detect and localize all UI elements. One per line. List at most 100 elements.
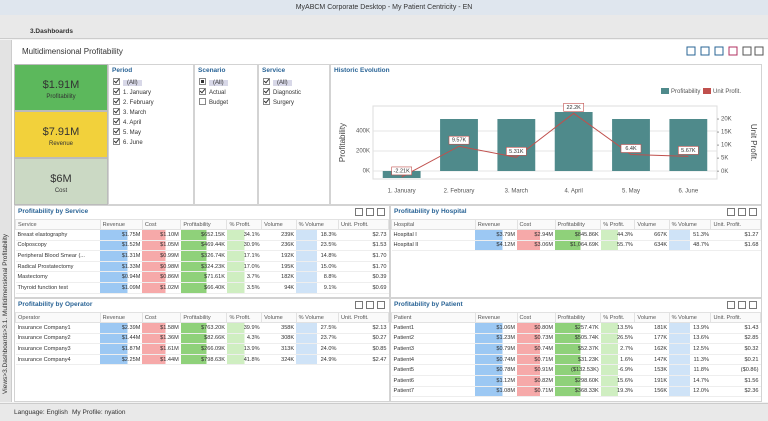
- table-cell: $66.40K: [180, 282, 227, 294]
- filter-item-label: Diagnostic: [273, 90, 302, 96]
- table-cell: $0.91M: [517, 364, 556, 376]
- column-header[interactable]: Profitability: [554, 219, 602, 230]
- filter-item-label: (All): [209, 80, 228, 86]
- column-header[interactable]: % Volume: [668, 312, 712, 323]
- data-table: Patient Revenue Cost Profitability% Profit.…: [391, 312, 761, 398]
- filter-button[interactable]: [738, 208, 746, 216]
- filter-item[interactable]: (All): [113, 78, 142, 86]
- export-button[interactable]: [727, 301, 735, 309]
- filter-item[interactable]: 3. March: [113, 108, 146, 116]
- column-header[interactable]: Unit. Profit.: [710, 219, 761, 230]
- column-header[interactable]: Unit. Profit.: [337, 219, 389, 230]
- filter-item-label: Actual: [209, 90, 226, 96]
- table-cell: 3.7%: [226, 271, 262, 283]
- column-header[interactable]: Revenue: [474, 219, 518, 230]
- table-panel: Profitability by Patient Patient Revenue Co…: [390, 298, 762, 402]
- filter-item[interactable]: Diagnostic: [263, 88, 301, 96]
- filter-title: Scenario: [198, 67, 226, 74]
- table-row: Patient7 $1.08M $0.71M $368.33K 19.3% 156K 12.…: [391, 386, 761, 398]
- table-cell: $1.12M: [475, 375, 518, 387]
- header-row: Operator Revenue Cost Profitability% Profit…: [15, 312, 389, 323]
- sync-button[interactable]: [700, 46, 710, 56]
- filter-item-label: (All): [123, 80, 142, 86]
- column-header[interactable]: Profitability: [180, 312, 228, 323]
- column-header[interactable]: Cost: [141, 219, 182, 230]
- filter-item[interactable]: (All): [263, 78, 292, 86]
- column-header[interactable]: Cost: [516, 312, 556, 323]
- table-cell: 313K: [261, 343, 297, 355]
- filter-item[interactable]: Surgery: [263, 98, 294, 106]
- language[interactable]: Language: English: [14, 409, 68, 416]
- table-cell: 667K: [634, 229, 670, 241]
- column-header[interactable]: Cost: [516, 219, 556, 230]
- column-header[interactable]: Patient: [391, 312, 476, 323]
- filter-item[interactable]: Actual: [199, 88, 226, 96]
- table-cell: $0.82M: [517, 375, 556, 387]
- column-header[interactable]: Profitability: [554, 312, 602, 323]
- table-cell: $2.94M: [517, 229, 556, 241]
- data-label: 5.67K: [681, 148, 696, 154]
- column-header[interactable]: % Profit.: [600, 219, 636, 230]
- save-as-button[interactable]: [728, 46, 738, 56]
- filter-button[interactable]: [366, 208, 374, 216]
- table-row: Radical Prostatectomy $1.33M $0.98M $324.23…: [15, 261, 389, 273]
- checkbox: [113, 118, 120, 125]
- save-button[interactable]: [714, 46, 724, 56]
- column-header[interactable]: Hospital: [391, 219, 476, 230]
- table-cell: 17.1%: [226, 250, 262, 262]
- column-header[interactable]: % Volume: [668, 219, 712, 230]
- column-header[interactable]: Revenue: [474, 312, 518, 323]
- export-button[interactable]: [355, 301, 363, 309]
- maximize-button[interactable]: [377, 208, 385, 216]
- table-cell: 19.3%: [600, 386, 635, 398]
- column-header[interactable]: Service: [15, 219, 101, 230]
- column-header[interactable]: % Profit.: [226, 219, 263, 230]
- table-cell: $1.75M: [100, 229, 143, 241]
- table-cell: $1.70: [338, 250, 389, 262]
- filter-button[interactable]: [366, 301, 374, 309]
- column-header[interactable]: Volume: [634, 312, 670, 323]
- table-cell: $505.74K: [555, 333, 601, 345]
- edit-button[interactable]: [742, 46, 752, 56]
- filter-item[interactable]: 6. June: [113, 138, 143, 146]
- refresh-button[interactable]: [686, 46, 696, 56]
- column-header[interactable]: % Volume: [295, 312, 339, 323]
- filter-item[interactable]: 5. May: [113, 128, 141, 136]
- table-row: Thyroid function test $1.09M $1.02M $66.40K…: [15, 282, 389, 294]
- breadcrumb[interactable]: 3.Dashboards: [30, 28, 73, 35]
- export-button[interactable]: [727, 208, 735, 216]
- x-tick-label: 1. January: [388, 189, 416, 195]
- column-header[interactable]: Volume: [261, 219, 297, 230]
- column-header[interactable]: % Profit.: [600, 312, 636, 323]
- settings-button[interactable]: [754, 46, 764, 56]
- profile[interactable]: My Profile: nyation: [72, 409, 126, 416]
- column-header[interactable]: Revenue: [99, 312, 143, 323]
- column-header[interactable]: Revenue: [99, 219, 143, 230]
- column-header[interactable]: Cost: [141, 312, 182, 323]
- y2-axis-title: Unit Profit.: [749, 124, 758, 161]
- table-cell: 13.6%: [669, 333, 711, 345]
- table-cell: 30.9%: [226, 240, 262, 252]
- x-tick-label: 3. March: [505, 189, 528, 195]
- table-cell: 308K: [261, 333, 297, 345]
- filter-item[interactable]: Budget: [199, 98, 228, 106]
- column-header[interactable]: Unit. Profit.: [710, 312, 761, 323]
- export-button[interactable]: [355, 208, 363, 216]
- filter-item[interactable]: 2. February: [113, 98, 154, 106]
- column-header[interactable]: Volume: [634, 219, 670, 230]
- column-header[interactable]: Unit. Profit.: [337, 312, 389, 323]
- column-header[interactable]: % Volume: [295, 219, 339, 230]
- column-header[interactable]: Volume: [261, 312, 297, 323]
- table-cell: $0.27: [338, 333, 389, 345]
- table-cell: 239K: [261, 229, 297, 241]
- filter-item[interactable]: 1. January: [113, 88, 151, 96]
- maximize-button[interactable]: [377, 301, 385, 309]
- column-header[interactable]: % Profit.: [226, 312, 263, 323]
- column-header[interactable]: Operator: [15, 312, 101, 323]
- column-header[interactable]: Profitability: [180, 219, 228, 230]
- filter-item[interactable]: 4. April: [113, 118, 141, 126]
- filter-button[interactable]: [738, 301, 746, 309]
- maximize-button[interactable]: [749, 208, 757, 216]
- maximize-button[interactable]: [749, 301, 757, 309]
- filter-item[interactable]: (All): [199, 78, 228, 86]
